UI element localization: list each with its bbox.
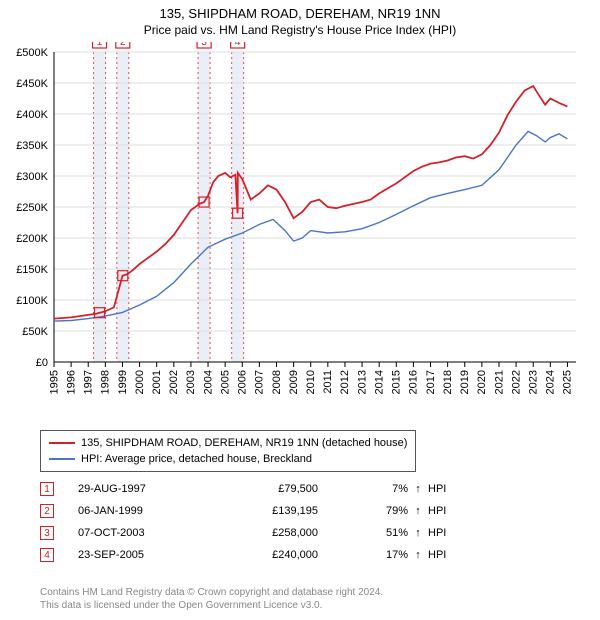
svg-text:4: 4: [235, 42, 241, 48]
svg-text:2019: 2019: [459, 370, 471, 394]
footer-attribution: Contains HM Land Registry data © Crown c…: [40, 586, 383, 612]
legend-label: 135, SHIPDHAM ROAD, DEREHAM, NR19 1NN (d…: [81, 437, 407, 449]
svg-text:2018: 2018: [442, 370, 454, 394]
hpi-label: HPI: [428, 549, 468, 561]
svg-text:£500K: £500K: [16, 47, 48, 59]
svg-text:2008: 2008: [271, 370, 283, 394]
legend-swatch: [49, 442, 75, 444]
svg-text:1997: 1997: [83, 370, 95, 394]
svg-text:2: 2: [120, 42, 126, 48]
legend-box: 135, SHIPDHAM ROAD, DEREHAM, NR19 1NN (d…: [40, 430, 416, 472]
svg-text:1995: 1995: [48, 370, 60, 394]
sale-marker-icon: 2: [40, 504, 54, 518]
arrow-up-icon: ↑: [408, 549, 428, 561]
legend-label: HPI: Average price, detached house, Brec…: [81, 453, 312, 465]
sale-marker-icon: 1: [40, 482, 54, 496]
chart-container: { "title_line1": "135, SHIPDHAM ROAD, DE…: [0, 0, 600, 620]
svg-text:£0: £0: [36, 357, 48, 369]
title-subtitle: Price paid vs. HM Land Registry's House …: [0, 23, 600, 37]
svg-text:£300K: £300K: [16, 171, 48, 183]
arrow-up-icon: ↑: [408, 505, 428, 517]
arrow-up-icon: ↑: [408, 527, 428, 539]
svg-text:£200K: £200K: [16, 233, 48, 245]
svg-text:2003: 2003: [185, 370, 197, 394]
svg-text:£250K: £250K: [16, 202, 48, 214]
sale-date: 06-JAN-1999: [78, 505, 208, 517]
sale-pct: 79%: [348, 505, 408, 517]
sale-pct: 17%: [348, 549, 408, 561]
sale-price: £139,195: [208, 505, 348, 517]
svg-text:2004: 2004: [202, 370, 214, 394]
svg-text:£400K: £400K: [16, 109, 48, 121]
svg-text:1999: 1999: [117, 370, 129, 394]
svg-text:2010: 2010: [305, 370, 317, 394]
sales-table: 1 29-AUG-1997 £79,500 7% ↑ HPI 2 06-JAN-…: [40, 478, 468, 566]
sale-price: £79,500: [208, 483, 348, 495]
svg-text:2022: 2022: [510, 370, 522, 394]
sale-marker-icon: 3: [40, 526, 54, 540]
svg-text:£150K: £150K: [16, 264, 48, 276]
sale-date: 23-SEP-2005: [78, 549, 208, 561]
sale-pct: 7%: [348, 483, 408, 495]
svg-text:2000: 2000: [134, 370, 146, 394]
svg-text:1: 1: [97, 42, 103, 48]
svg-text:2012: 2012: [339, 370, 351, 394]
svg-text:£50K: £50K: [22, 326, 48, 338]
svg-text:2024: 2024: [545, 370, 557, 394]
hpi-label: HPI: [428, 483, 468, 495]
line-chart: £0 £50K £100K £150K £200K £250K £300K £350K £400…: [0, 42, 600, 422]
hpi-label: HPI: [428, 505, 468, 517]
chart-area: £0 £50K £100K £150K £200K £250K £300K £350K £400…: [0, 42, 600, 422]
svg-text:2021: 2021: [493, 370, 505, 394]
sale-pct: 51%: [348, 527, 408, 539]
legend-row: 135, SHIPDHAM ROAD, DEREHAM, NR19 1NN (d…: [49, 435, 407, 451]
legend-row: HPI: Average price, detached house, Brec…: [49, 451, 407, 467]
svg-text:2015: 2015: [391, 370, 403, 394]
svg-text:2006: 2006: [237, 370, 249, 394]
svg-text:£100K: £100K: [16, 295, 48, 307]
svg-text:2014: 2014: [373, 370, 385, 394]
svg-text:2001: 2001: [151, 370, 163, 394]
svg-text:£450K: £450K: [16, 78, 48, 90]
sale-date: 29-AUG-1997: [78, 483, 208, 495]
svg-text:1996: 1996: [65, 370, 77, 394]
svg-text:2013: 2013: [356, 370, 368, 394]
table-row: 1 29-AUG-1997 £79,500 7% ↑ HPI: [40, 478, 468, 500]
svg-text:2017: 2017: [425, 370, 437, 394]
svg-text:2016: 2016: [408, 370, 420, 394]
chart-titles: 135, SHIPDHAM ROAD, DEREHAM, NR19 1NN Pr…: [0, 0, 600, 37]
sale-date: 07-OCT-2003: [78, 527, 208, 539]
footer-line: This data is licensed under the Open Gov…: [40, 599, 383, 612]
svg-text:2002: 2002: [168, 370, 180, 394]
arrow-up-icon: ↑: [408, 483, 428, 495]
sale-price: £258,000: [208, 527, 348, 539]
svg-text:2007: 2007: [254, 370, 266, 394]
table-row: 2 06-JAN-1999 £139,195 79% ↑ HPI: [40, 500, 468, 522]
svg-text:2023: 2023: [528, 370, 540, 394]
svg-text:2005: 2005: [219, 370, 231, 394]
svg-text:2020: 2020: [476, 370, 488, 394]
svg-text:2009: 2009: [288, 370, 300, 394]
svg-text:2011: 2011: [322, 370, 334, 394]
footer-line: Contains HM Land Registry data © Crown c…: [40, 586, 383, 599]
svg-text:£350K: £350K: [16, 140, 48, 152]
sale-marker-icon: 4: [40, 548, 54, 562]
svg-text:2025: 2025: [562, 370, 574, 394]
table-row: 3 07-OCT-2003 £258,000 51% ↑ HPI: [40, 522, 468, 544]
sale-price: £240,000: [208, 549, 348, 561]
table-row: 4 23-SEP-2005 £240,000 17% ↑ HPI: [40, 544, 468, 566]
title-address: 135, SHIPDHAM ROAD, DEREHAM, NR19 1NN: [0, 6, 600, 21]
hpi-label: HPI: [428, 527, 468, 539]
legend-swatch: [49, 458, 75, 460]
svg-text:1998: 1998: [100, 370, 112, 394]
svg-text:3: 3: [201, 42, 207, 48]
